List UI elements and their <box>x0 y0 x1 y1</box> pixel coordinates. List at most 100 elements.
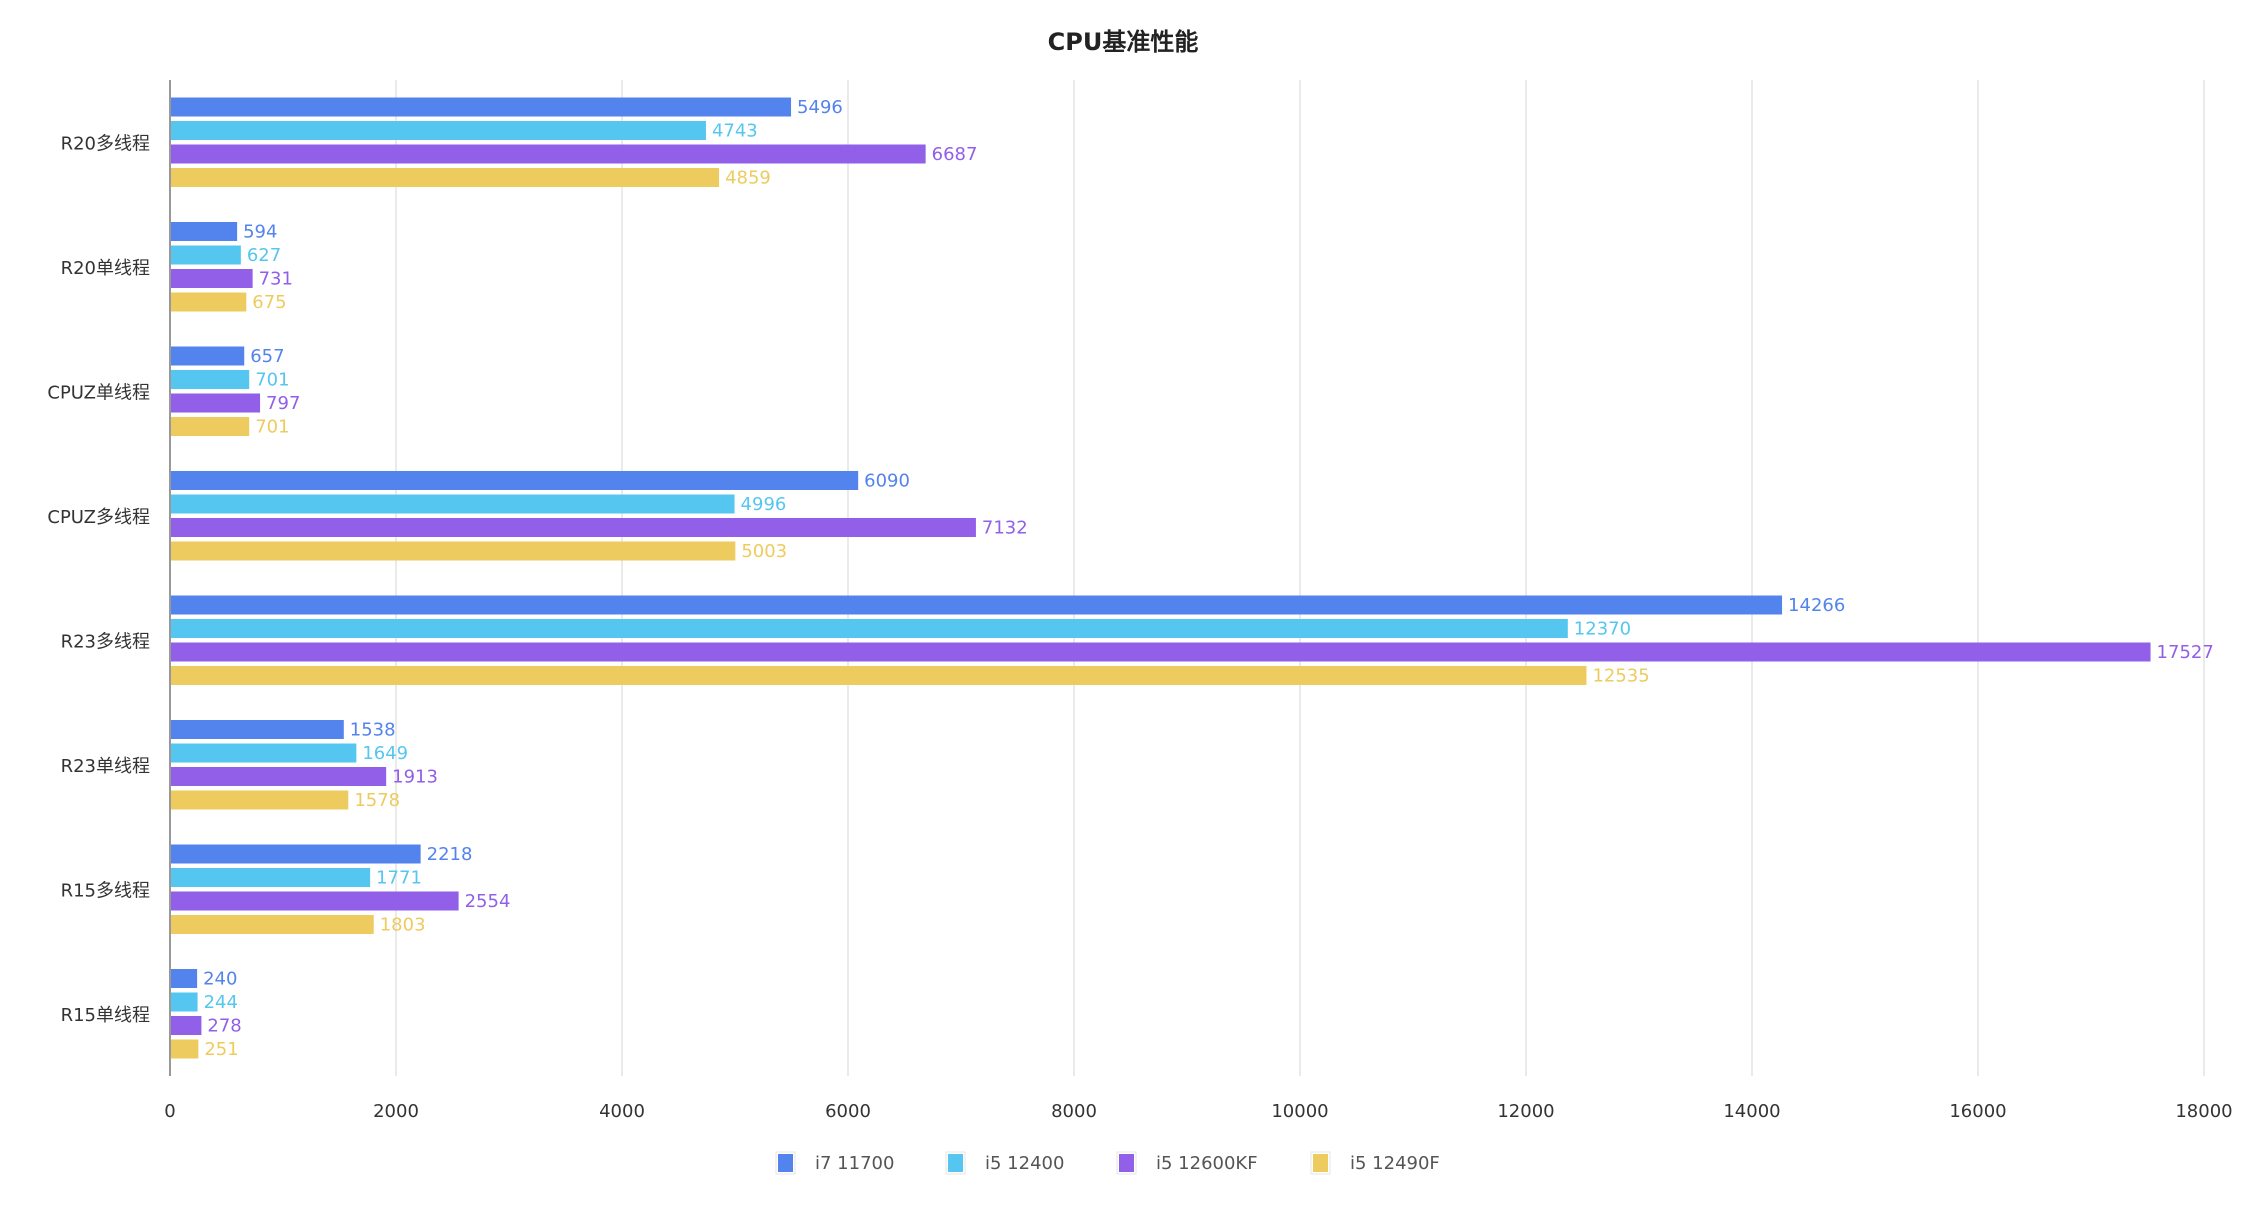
bar <box>170 1039 199 1059</box>
bar <box>170 992 198 1012</box>
value-label: 675 <box>252 292 286 313</box>
category-label: R23单线程 <box>61 756 150 777</box>
x-tick-label: 6000 <box>825 1101 871 1122</box>
chart-title: CPU基准性能 <box>1047 28 1199 56</box>
bar <box>170 370 250 389</box>
x-tick-label: 0 <box>164 1101 175 1122</box>
legend-item[interactable]: i7 11700 <box>775 1151 894 1175</box>
value-label: 240 <box>203 969 237 990</box>
bar <box>170 666 1587 685</box>
bar <box>170 868 371 887</box>
value-label: 657 <box>250 346 284 367</box>
category-label: CPUZ多线程 <box>47 507 150 528</box>
bar <box>170 346 245 366</box>
bar <box>170 494 735 514</box>
bar <box>170 619 1568 638</box>
value-label: 1538 <box>350 720 396 741</box>
value-label: 7132 <box>982 518 1028 539</box>
legend-label: i5 12490F <box>1350 1153 1440 1174</box>
value-label: 1578 <box>354 790 400 811</box>
category-label: R20单线程 <box>61 258 150 279</box>
x-tick-label: 14000 <box>1723 1101 1780 1122</box>
value-label: 4859 <box>725 168 771 189</box>
x-tick-label: 10000 <box>1271 1101 1328 1122</box>
legend-item[interactable]: i5 12400 <box>945 1151 1064 1175</box>
x-tick-label: 12000 <box>1497 1101 1554 1122</box>
bar <box>170 720 344 739</box>
bar <box>170 168 720 187</box>
bar <box>170 97 792 117</box>
legend-item[interactable]: i5 12600KF <box>1116 1151 1258 1175</box>
value-label: 4996 <box>741 494 787 515</box>
bar <box>170 1016 202 1035</box>
x-tick-label: 4000 <box>599 1101 645 1122</box>
legend-swatch <box>1313 1154 1328 1172</box>
bar <box>170 471 859 490</box>
legend-label: i5 12600KF <box>1156 1153 1258 1174</box>
value-label: 627 <box>247 245 281 266</box>
bar <box>170 743 357 763</box>
value-label: 251 <box>204 1039 238 1060</box>
bar <box>170 595 1783 615</box>
category-labels: R20多线程 R20单线程 CPUZ单线程 CPUZ多线程 R23多线程 R23单线程 R1… <box>47 133 150 1026</box>
legend-swatch <box>1119 1154 1134 1172</box>
category-label: R20多线程 <box>61 133 150 154</box>
value-label: 12535 <box>1592 666 1649 687</box>
bar <box>170 969 198 988</box>
value-label: 1649 <box>362 743 408 764</box>
value-label: 1913 <box>392 767 438 788</box>
legend: i7 11700 i5 12400 i5 12600KF i5 12490F <box>775 1151 1440 1175</box>
bar <box>170 915 374 934</box>
bar <box>170 518 976 537</box>
legend-swatch <box>948 1154 963 1172</box>
value-label: 701 <box>255 417 289 438</box>
category-label: R15单线程 <box>61 1005 150 1026</box>
bar <box>170 767 387 786</box>
bar <box>170 269 253 288</box>
bar <box>170 844 421 864</box>
bar <box>170 541 736 561</box>
value-label: 6687 <box>932 144 978 165</box>
bar <box>170 245 241 265</box>
value-label: 14266 <box>1788 595 1845 616</box>
bar <box>170 417 250 436</box>
value-label: 731 <box>259 269 293 290</box>
bar <box>170 642 2151 662</box>
value-label: 1771 <box>376 868 422 889</box>
bar <box>170 144 926 164</box>
x-axis-tick-labels: 0 2000 4000 6000 8000 10000 12000 14000 16000 180… <box>164 1101 2232 1122</box>
category-label: CPUZ单线程 <box>47 382 150 403</box>
value-label: 2218 <box>427 844 473 865</box>
value-label: 701 <box>255 370 289 391</box>
value-label: 2554 <box>465 891 511 912</box>
value-label: 5003 <box>741 541 787 562</box>
bar <box>170 121 706 140</box>
bar <box>170 393 261 413</box>
value-label: 17527 <box>2157 642 2214 663</box>
bar <box>170 292 247 312</box>
legend-item[interactable]: i5 12490F <box>1310 1151 1440 1175</box>
legend-swatch <box>778 1154 793 1172</box>
value-label: 1803 <box>380 915 426 936</box>
value-label: 12370 <box>1574 619 1631 640</box>
legend-label: i7 11700 <box>815 1153 894 1174</box>
x-tick-label: 8000 <box>1051 1101 1097 1122</box>
value-label: 6090 <box>864 471 910 492</box>
x-tick-label: 16000 <box>1949 1101 2006 1122</box>
value-label: 797 <box>266 393 300 414</box>
value-label: 4743 <box>712 121 758 142</box>
x-tick-label: 2000 <box>373 1101 419 1122</box>
legend-label: i5 12400 <box>985 1153 1064 1174</box>
value-label: 278 <box>207 1016 241 1037</box>
gridlines <box>395 80 2205 1076</box>
value-label: 244 <box>204 992 238 1013</box>
bar <box>170 891 459 911</box>
value-label: 594 <box>243 222 277 243</box>
bar <box>170 222 238 241</box>
value-label: 5496 <box>797 97 843 118</box>
category-label: R15多线程 <box>61 880 150 901</box>
bar <box>170 790 349 810</box>
bars: 5496474366874859594627731675657701797701… <box>170 97 2214 1060</box>
x-tick-label: 18000 <box>2175 1101 2232 1122</box>
